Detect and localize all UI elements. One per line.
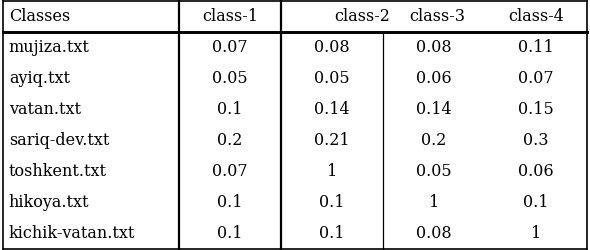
Text: 0.11: 0.11 <box>518 39 554 56</box>
Text: mujiza.txt: mujiza.txt <box>9 39 90 56</box>
Text: 0.06: 0.06 <box>417 70 452 87</box>
Text: 0.05: 0.05 <box>417 163 452 180</box>
Text: 0.15: 0.15 <box>518 101 554 118</box>
Text: ayiq.txt: ayiq.txt <box>9 70 70 87</box>
Text: kichik-vatan.txt: kichik-vatan.txt <box>9 225 135 242</box>
Text: class-2: class-2 <box>335 8 391 25</box>
Text: 1: 1 <box>531 225 541 242</box>
Text: class-4: class-4 <box>508 8 564 25</box>
Text: hikoya.txt: hikoya.txt <box>9 194 89 211</box>
Text: class-3: class-3 <box>409 8 465 25</box>
Text: 0.08: 0.08 <box>314 39 350 56</box>
Text: 0.07: 0.07 <box>212 163 248 180</box>
Text: 0.05: 0.05 <box>212 70 248 87</box>
Text: 1: 1 <box>429 194 439 211</box>
Text: 0.2: 0.2 <box>421 132 447 149</box>
Text: 0.06: 0.06 <box>518 163 554 180</box>
Text: toshkent.txt: toshkent.txt <box>9 163 107 180</box>
Text: 0.14: 0.14 <box>417 101 452 118</box>
Text: Classes: Classes <box>9 8 70 25</box>
Text: 0.14: 0.14 <box>314 101 350 118</box>
Text: vatan.txt: vatan.txt <box>9 101 81 118</box>
Text: 0.1: 0.1 <box>217 225 243 242</box>
Text: 0.2: 0.2 <box>217 132 243 149</box>
Text: 0.1: 0.1 <box>217 194 243 211</box>
Text: class-1: class-1 <box>202 8 258 25</box>
Text: 0.1: 0.1 <box>217 101 243 118</box>
Text: 0.1: 0.1 <box>523 194 549 211</box>
Text: 0.1: 0.1 <box>319 225 345 242</box>
Text: 0.3: 0.3 <box>523 132 549 149</box>
Text: 1: 1 <box>327 163 337 180</box>
Text: 0.05: 0.05 <box>314 70 350 87</box>
Text: 0.08: 0.08 <box>417 225 452 242</box>
Text: 0.08: 0.08 <box>417 39 452 56</box>
Text: sariq-dev.txt: sariq-dev.txt <box>9 132 109 149</box>
Text: 0.07: 0.07 <box>212 39 248 56</box>
Text: 0.07: 0.07 <box>518 70 554 87</box>
Text: 0.21: 0.21 <box>314 132 350 149</box>
Text: 0.1: 0.1 <box>319 194 345 211</box>
